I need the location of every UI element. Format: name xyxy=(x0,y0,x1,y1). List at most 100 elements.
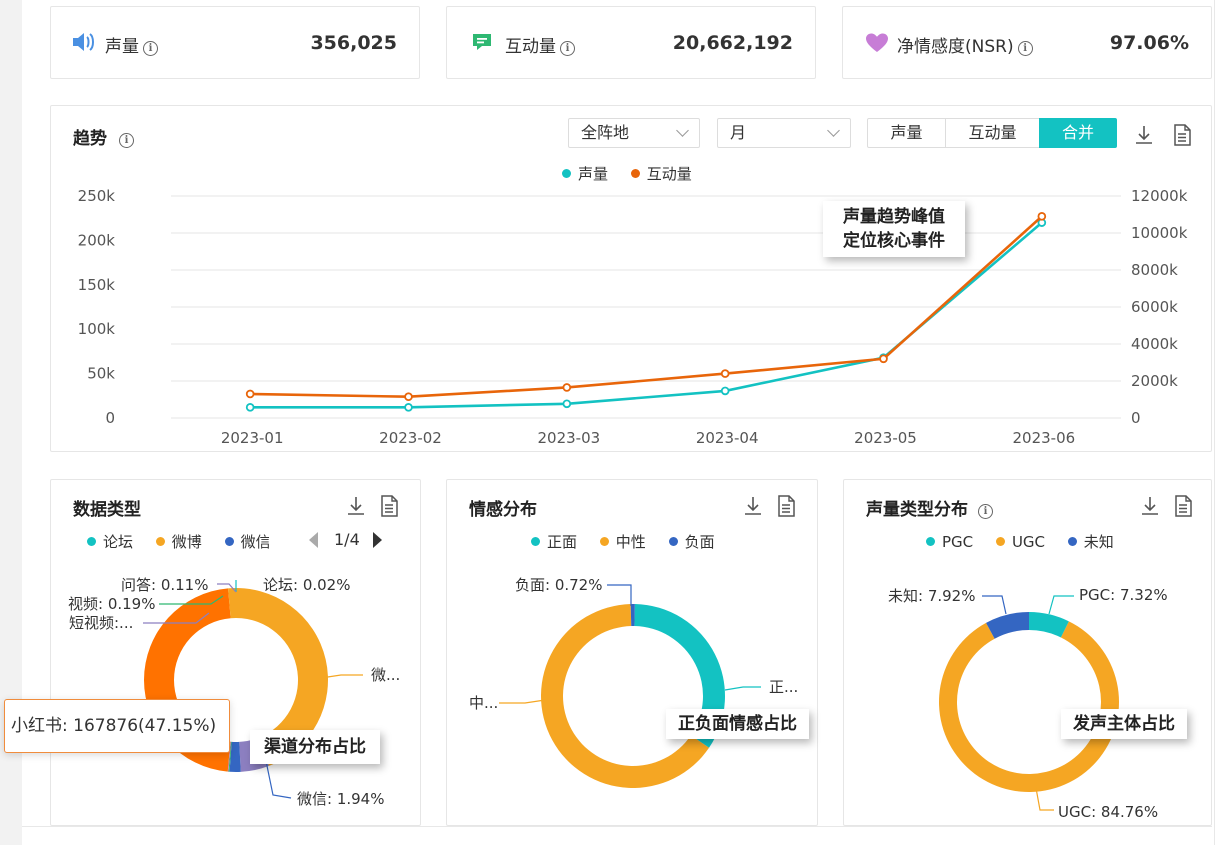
x-tick-label: 2023-05 xyxy=(854,429,917,447)
info-icon[interactable]: i xyxy=(119,133,134,148)
trend-card: 趋势 i 全阵地 月 声量 互动量 合并 声量 互动量 0 50k 100k 150k 2… xyxy=(50,105,1212,452)
stat-label-voice: 声量 i xyxy=(105,32,158,57)
data-type-donut-chart: 问答: 0.11% 论坛: 0.02% 视频: 0.19% 短视频:... 微.… xyxy=(68,576,400,808)
stat-value-interaction: 20,662,192 xyxy=(672,32,793,54)
slice-label-neutral: 中... xyxy=(469,694,498,712)
sentiment-card: 情感分布 正面 中性 负面 负面: 0.72% 正... 中... 正负面情感占… xyxy=(446,479,818,826)
donut-slice-5[interactable] xyxy=(227,741,231,772)
sentiment-legend: 正面 中性 负面 xyxy=(531,531,733,552)
series-point[interactable] xyxy=(404,403,413,412)
y-right-tick-label: 12000k xyxy=(1131,187,1188,205)
download-icon[interactable] xyxy=(743,495,763,517)
chat-icon xyxy=(473,34,491,50)
series-point[interactable] xyxy=(245,389,255,399)
series-point[interactable] xyxy=(1037,212,1047,221)
stat-value-voice: 356,025 xyxy=(310,32,397,54)
donut-slice-2[interactable] xyxy=(986,612,1029,639)
legend-item-pgc[interactable]: PGC xyxy=(926,533,973,551)
legend-item-unknown[interactable]: 未知 xyxy=(1067,533,1114,551)
x-tick-label: 2023-06 xyxy=(1012,429,1075,447)
voice-type-legend: PGC UGC 未知 xyxy=(926,531,1132,552)
slice-label-weibo: 微... xyxy=(371,666,400,684)
x-tick-label: 2023-01 xyxy=(221,429,284,447)
donut-slice-2[interactable] xyxy=(630,604,635,627)
donut-slice-3[interactable] xyxy=(229,741,241,772)
series-point[interactable] xyxy=(404,392,413,402)
y-right-tick-label: 8000k xyxy=(1131,261,1178,279)
pager-prev-icon[interactable] xyxy=(307,531,319,549)
series-point[interactable] xyxy=(879,354,888,364)
donut-slice-1[interactable] xyxy=(939,621,1119,792)
data-type-title: 数据类型 xyxy=(73,500,141,520)
legend-item-ugc[interactable]: UGC xyxy=(995,533,1045,551)
trend-title: 趋势 i xyxy=(73,124,134,149)
legend-item-positive[interactable]: 正面 xyxy=(531,533,577,551)
donut-slice-1[interactable] xyxy=(228,588,328,766)
info-icon[interactable]: i xyxy=(560,41,575,56)
donut-slice-4[interactable] xyxy=(228,741,232,772)
y-right-tick-label: 6000k xyxy=(1131,298,1178,316)
document-icon[interactable] xyxy=(1172,124,1192,146)
trend-line-chart: 0 50k 100k 150k 200k 250k 0 2000k 4000k 6000k 8000… xyxy=(78,187,1188,447)
region-select[interactable]: 全阵地 xyxy=(568,118,700,148)
slice-label-negative: 负面: 0.72% xyxy=(515,576,602,594)
data-type-card: 数据类型 论坛 微博 微信 1/4 问答: 0.11% 论坛: 0.02% 视频… xyxy=(50,479,421,826)
stat-card-nsr: 净情感度(NSR) i 97.06% xyxy=(842,6,1212,79)
data-type-legend: 论坛 微博 微信 xyxy=(87,531,287,552)
info-icon[interactable]: i xyxy=(143,41,158,56)
info-icon[interactable]: i xyxy=(978,504,993,519)
stat-label-nsr: 净情感度(NSR) i xyxy=(897,32,1033,57)
period-select[interactable]: 月 xyxy=(717,118,851,148)
legend-item-negative[interactable]: 负面 xyxy=(668,533,715,551)
slice-label-ugc: UGC: 84.76% xyxy=(1058,803,1158,821)
trend-legend: 声量 互动量 xyxy=(562,163,710,184)
slice-label-qa: 问答: 0.11% xyxy=(121,576,208,594)
download-icon[interactable] xyxy=(1134,124,1154,146)
legend-item-wechat[interactable]: 微信 xyxy=(224,533,269,551)
legend-item-voice[interactable]: 声量 xyxy=(562,165,608,183)
slice-tooltip: 小红书: 167876(47.15%) xyxy=(4,699,230,753)
y-left-tick-label: 200k xyxy=(78,231,116,249)
slice-label-positive: 正... xyxy=(769,678,798,696)
series-point[interactable] xyxy=(720,386,730,396)
legend-item-forum[interactable]: 论坛 xyxy=(87,533,133,551)
series-point[interactable] xyxy=(562,399,572,409)
y-right-tick-label: 4000k xyxy=(1131,335,1178,353)
y-right-tick-label: 10000k xyxy=(1131,224,1188,242)
y-left-tick-label: 0 xyxy=(105,409,115,427)
slice-label-unknown: 未知: 7.92% xyxy=(888,587,975,605)
series-point[interactable] xyxy=(720,369,730,378)
download-icon[interactable] xyxy=(346,495,366,517)
download-icon[interactable] xyxy=(1140,495,1160,517)
annotation-voice-share: 发声主体占比 xyxy=(1061,709,1187,739)
left-nav-strip xyxy=(0,0,22,845)
series-point[interactable] xyxy=(562,383,572,392)
stat-card-interaction: 互动量 i 20,662,192 xyxy=(446,6,816,79)
slice-label-forum: 论坛: 0.02% xyxy=(263,576,350,594)
y-left-tick-label: 50k xyxy=(87,365,115,383)
legend-item-weibo[interactable]: 微博 xyxy=(155,533,202,551)
document-icon[interactable] xyxy=(379,495,399,517)
y-left-tick-label: 250k xyxy=(78,187,116,205)
legend-item-neutral[interactable]: 中性 xyxy=(599,533,646,551)
series-line-interaction xyxy=(250,215,1043,399)
speaker-icon xyxy=(73,33,94,51)
donut-slice-0[interactable] xyxy=(1029,612,1069,638)
sentiment-title: 情感分布 xyxy=(469,500,537,520)
series-point[interactable] xyxy=(245,403,255,412)
document-icon[interactable] xyxy=(776,495,796,517)
heart-icon xyxy=(866,33,888,52)
stat-card-voice: 声量 i 356,025 xyxy=(50,6,420,79)
x-tick-label: 2023-04 xyxy=(696,429,759,447)
document-icon[interactable] xyxy=(1173,495,1193,517)
annotation-channel-share: 渠道分布占比 xyxy=(250,730,380,764)
y-left-tick-label: 100k xyxy=(78,320,116,338)
segment-combined[interactable]: 合并 xyxy=(1039,118,1117,148)
legend-item-interaction[interactable]: 互动量 xyxy=(630,165,692,183)
x-tick-label: 2023-03 xyxy=(537,429,600,447)
y-right-tick-label: 0 xyxy=(1131,409,1141,427)
slice-label-video: 视频: 0.19% xyxy=(68,595,155,613)
info-icon[interactable]: i xyxy=(1017,41,1033,56)
pager-next-icon[interactable] xyxy=(372,531,384,549)
voice-type-card: 声量类型分布 i PGC UGC 未知 未知: 7.92% PGC: 7.32% … xyxy=(843,479,1212,826)
